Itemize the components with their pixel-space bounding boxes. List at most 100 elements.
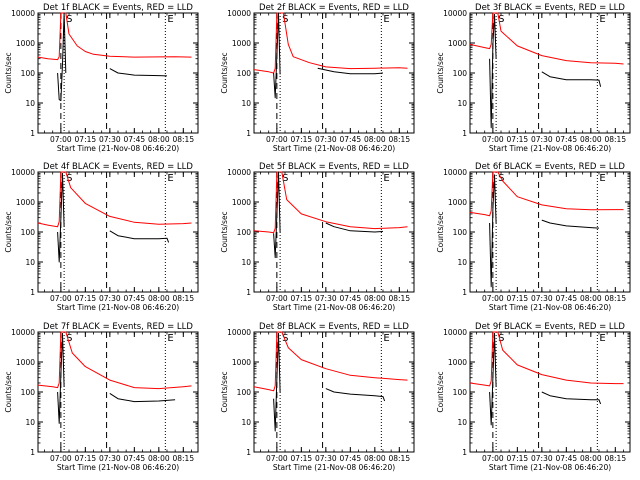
x-tick-label: 07:30 — [315, 294, 337, 303]
y-tick-label: 1000 — [232, 358, 251, 367]
chart-panel: Det 5f BLACK = Events, RED = LLD 1 10 100 10… — [220, 162, 415, 312]
y-tick-label: 1 — [30, 129, 35, 138]
x-tick-label: 07:00 — [266, 454, 288, 463]
y-tick-label: 1000 — [448, 358, 467, 367]
y-tick-label: 100 — [21, 228, 36, 237]
marker-label: S — [66, 14, 72, 25]
y-axis-label: Counts/sec — [436, 52, 445, 93]
marker-label: E — [383, 333, 389, 344]
y-tick-label: 10000 — [227, 9, 251, 18]
events-series-line — [317, 67, 384, 75]
x-tick-label: 08:00 — [364, 135, 386, 144]
chart-title: Det 8f BLACK = Events, RED = LLD — [259, 322, 409, 332]
y-tick-label: 100 — [453, 388, 468, 397]
y-tick-label: 10 — [241, 258, 251, 267]
events-series-line — [325, 222, 384, 233]
x-tick-label: 08:00 — [580, 135, 602, 144]
y-tick-label: 10000 — [11, 328, 35, 337]
y-tick-label: 100 — [453, 228, 468, 237]
chart-panel: Det 6f BLACK = Events, RED = LLD 1 10 100 10… — [436, 162, 631, 312]
events-series-line — [109, 392, 176, 403]
x-tick-label: 08:00 — [364, 294, 386, 303]
marker-label: E — [383, 173, 389, 184]
marker-label: E — [167, 333, 173, 344]
x-tick-label: 07:30 — [531, 294, 553, 303]
x-tick-label: 07:30 — [531, 135, 553, 144]
y-tick-label: 10 — [25, 99, 35, 108]
x-axis-label: Start Time (21-Nov-08 06:46:20) — [57, 303, 179, 312]
x-tick-label: 08:00 — [148, 454, 170, 463]
events-series-line — [109, 68, 168, 77]
y-tick-label: 1000 — [448, 198, 467, 207]
x-tick-label: 07:30 — [99, 454, 121, 463]
events-series-line — [57, 12, 67, 102]
y-tick-label: 1 — [462, 129, 467, 138]
y-tick-label: 10000 — [443, 328, 467, 337]
y-tick-label: 10 — [457, 258, 467, 267]
y-tick-label: 1 — [246, 129, 251, 138]
chart-title: Det 3f BLACK = Events, RED = LLD — [475, 3, 625, 13]
x-tick-label: 08:15 — [388, 294, 410, 303]
x-tick-label: 08:00 — [580, 294, 602, 303]
y-axis-label: Counts/sec — [436, 371, 445, 412]
x-tick-label: 08:00 — [148, 135, 170, 144]
chart-title: Det 5f BLACK = Events, RED = LLD — [259, 162, 409, 172]
chart-title: Det 6f BLACK = Events, RED = LLD — [475, 162, 625, 172]
y-tick-label: 1000 — [16, 198, 35, 207]
y-tick-label: 100 — [453, 69, 468, 78]
x-tick-label: 08:15 — [604, 454, 626, 463]
x-tick-label: 07:00 — [50, 294, 72, 303]
x-tick-label: 07:00 — [482, 135, 504, 144]
marker-label: E — [167, 173, 173, 184]
x-tick-label: 07:30 — [99, 294, 121, 303]
y-tick-label: 10 — [241, 418, 251, 427]
events-series-line — [489, 174, 497, 288]
x-tick-label: 07:15 — [75, 294, 97, 303]
x-axis-label: Start Time (21-Nov-08 06:46:20) — [273, 303, 395, 312]
events-series-line — [273, 12, 281, 99]
chart-title: Det 4f BLACK = Events, RED = LLD — [43, 162, 193, 172]
y-axis-label: Counts/sec — [220, 52, 229, 93]
events-series-line — [489, 332, 497, 426]
x-tick-label: 07:15 — [75, 454, 97, 463]
lld-series-line — [253, 331, 408, 392]
x-tick-label: 07:45 — [556, 454, 578, 463]
marker-label: S — [498, 333, 504, 344]
chart-panel: Det 9f BLACK = Events, RED = LLD 1 10 100 10… — [436, 322, 631, 472]
x-tick-label: 07:00 — [482, 454, 504, 463]
x-tick-label: 07:15 — [291, 135, 313, 144]
lld-series-line — [253, 171, 408, 234]
marker-label: E — [383, 14, 389, 25]
y-tick-label: 1 — [30, 288, 35, 297]
x-tick-label: 07:45 — [340, 135, 362, 144]
marker-label: E — [167, 14, 173, 25]
chart-panel: Det 7f BLACK = Events, RED = LLD 1 10 100 10… — [4, 322, 199, 472]
events-series-line — [325, 388, 386, 402]
x-tick-label: 07:30 — [531, 454, 553, 463]
x-tick-label: 07:15 — [75, 135, 97, 144]
x-tick-label: 07:00 — [482, 294, 504, 303]
x-tick-label: 08:15 — [604, 294, 626, 303]
x-axis-label: Start Time (21-Nov-08 06:46:20) — [57, 144, 179, 153]
lld-series-line — [253, 12, 408, 74]
chart-title: Det 2f BLACK = Events, RED = LLD — [259, 3, 409, 13]
x-tick-label: 07:30 — [315, 135, 337, 144]
events-series-line — [273, 332, 281, 432]
lld-series-line — [469, 171, 624, 217]
x-tick-label: 07:15 — [507, 294, 529, 303]
y-axis-label: Counts/sec — [220, 211, 229, 252]
y-tick-label: 1000 — [232, 198, 251, 207]
lld-series-line — [37, 171, 192, 228]
y-axis-label: Counts/sec — [220, 371, 229, 412]
y-tick-label: 10 — [25, 418, 35, 427]
y-tick-label: 1000 — [232, 39, 251, 48]
x-tick-label: 08:15 — [604, 135, 626, 144]
events-series-line — [273, 171, 281, 259]
x-tick-label: 07:00 — [50, 135, 72, 144]
y-tick-label: 10000 — [443, 9, 467, 18]
x-tick-label: 07:00 — [266, 294, 288, 303]
chart-panel: Det 8f BLACK = Events, RED = LLD 1 10 100 10… — [220, 322, 415, 472]
y-tick-label: 100 — [21, 388, 36, 397]
marker-label: S — [498, 14, 504, 25]
